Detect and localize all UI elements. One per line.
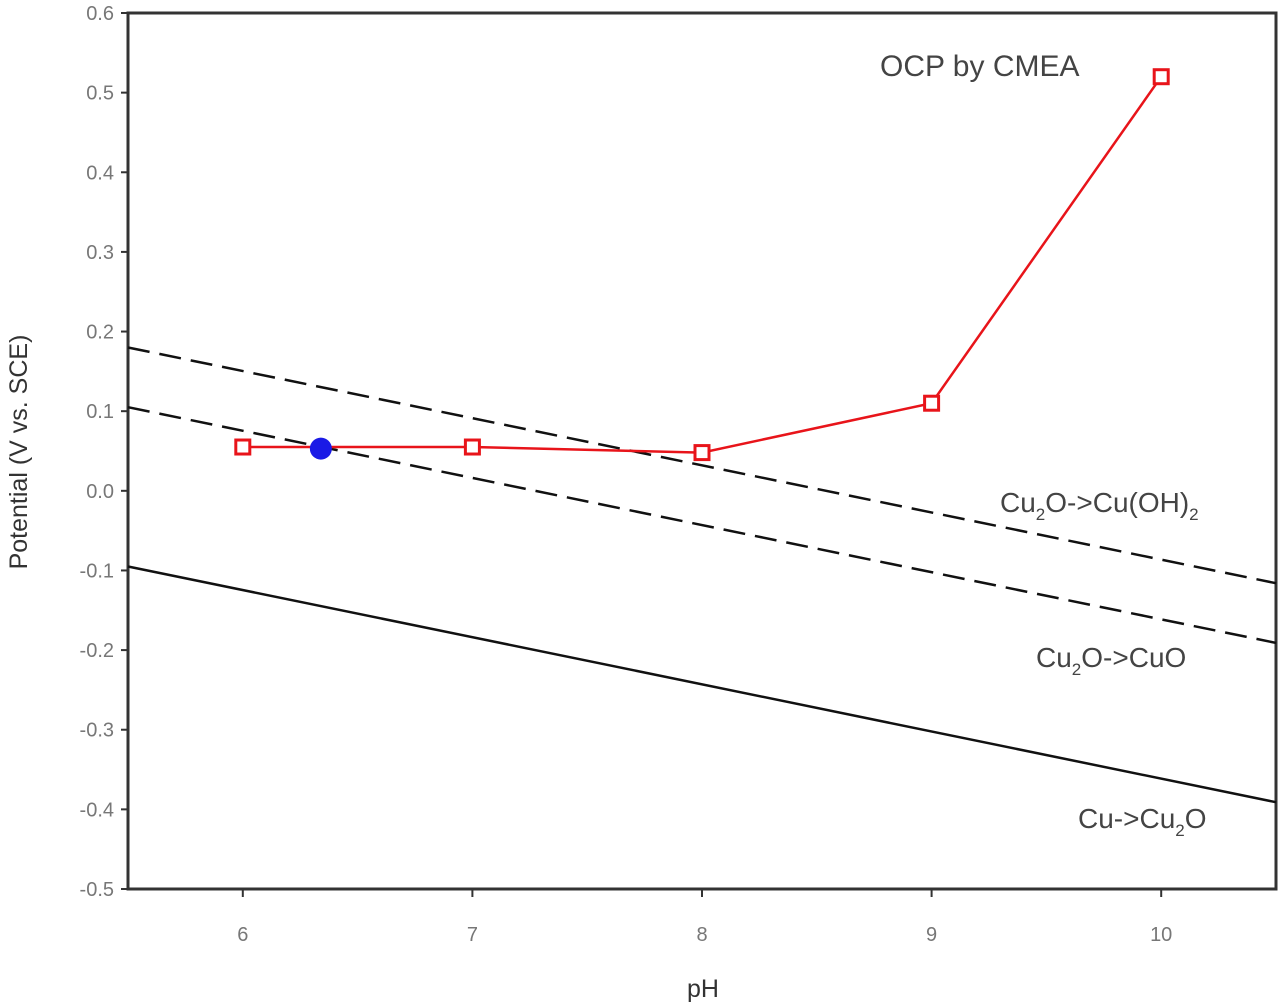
y-tick-label: 0.4 — [86, 162, 114, 184]
ocp-line — [242, 75, 1163, 454]
y-tick-label: -0.5 — [80, 879, 114, 901]
equilibrium-label-3: Cu->Cu2O — [1078, 803, 1207, 840]
x-tick-label: 8 — [696, 924, 707, 946]
ocp-marker — [234, 438, 252, 456]
ocp-marker — [693, 444, 711, 462]
y-tick-label: 0.2 — [86, 322, 114, 344]
blue-point — [309, 437, 332, 460]
x-tick-label: 7 — [467, 924, 478, 946]
y-tick-label: -0.4 — [80, 799, 114, 821]
annotation-ocp-by-cmea: OCP by CMEA — [880, 50, 1080, 83]
y-tick-label: 0.3 — [86, 242, 114, 264]
x-tick-label: 10 — [1150, 924, 1172, 946]
equilibrium-line-1 — [127, 346, 1277, 585]
x-axis-title: pH — [687, 975, 719, 1003]
y-axis-ticks: 0.6 0.5 0.4 0.3 0.2 0.1 0.0 -0.1 -0.2 -0.3 -0.4 -0.… — [80, 3, 128, 901]
equilibrium-label-2: Cu2O->CuO — [1036, 642, 1186, 679]
x-axis-ticks: 6 7 8 9 10 — [237, 889, 1172, 946]
ocp-marker — [923, 394, 941, 412]
y-tick-label: -0.2 — [80, 640, 114, 662]
y-tick-label: 0.6 — [86, 3, 114, 25]
y-tick-label: -0.1 — [80, 560, 114, 582]
equilibrium-line-3 — [127, 565, 1277, 804]
y-tick-label: 0.0 — [86, 481, 114, 503]
y-tick-label: 0.5 — [86, 83, 114, 105]
ocp-marker — [1152, 68, 1170, 86]
equilibrium-line-2 — [127, 405, 1277, 645]
equilibrium-label-1: Cu2O->Cu(OH)2 — [1000, 487, 1199, 524]
y-axis-title: Potential (V vs. SCE) — [5, 335, 33, 570]
x-tick-label: 6 — [237, 924, 248, 946]
y-tick-label: 0.1 — [86, 401, 114, 423]
y-tick-label: -0.3 — [80, 720, 114, 742]
equilibrium-lines — [127, 346, 1277, 804]
line-labels: Cu2O->Cu(OH)2 Cu2O->CuO Cu->Cu2O — [1000, 487, 1207, 840]
ocp-series — [234, 68, 1170, 462]
x-tick-label: 9 — [926, 924, 937, 946]
ocp-marker — [463, 438, 481, 456]
